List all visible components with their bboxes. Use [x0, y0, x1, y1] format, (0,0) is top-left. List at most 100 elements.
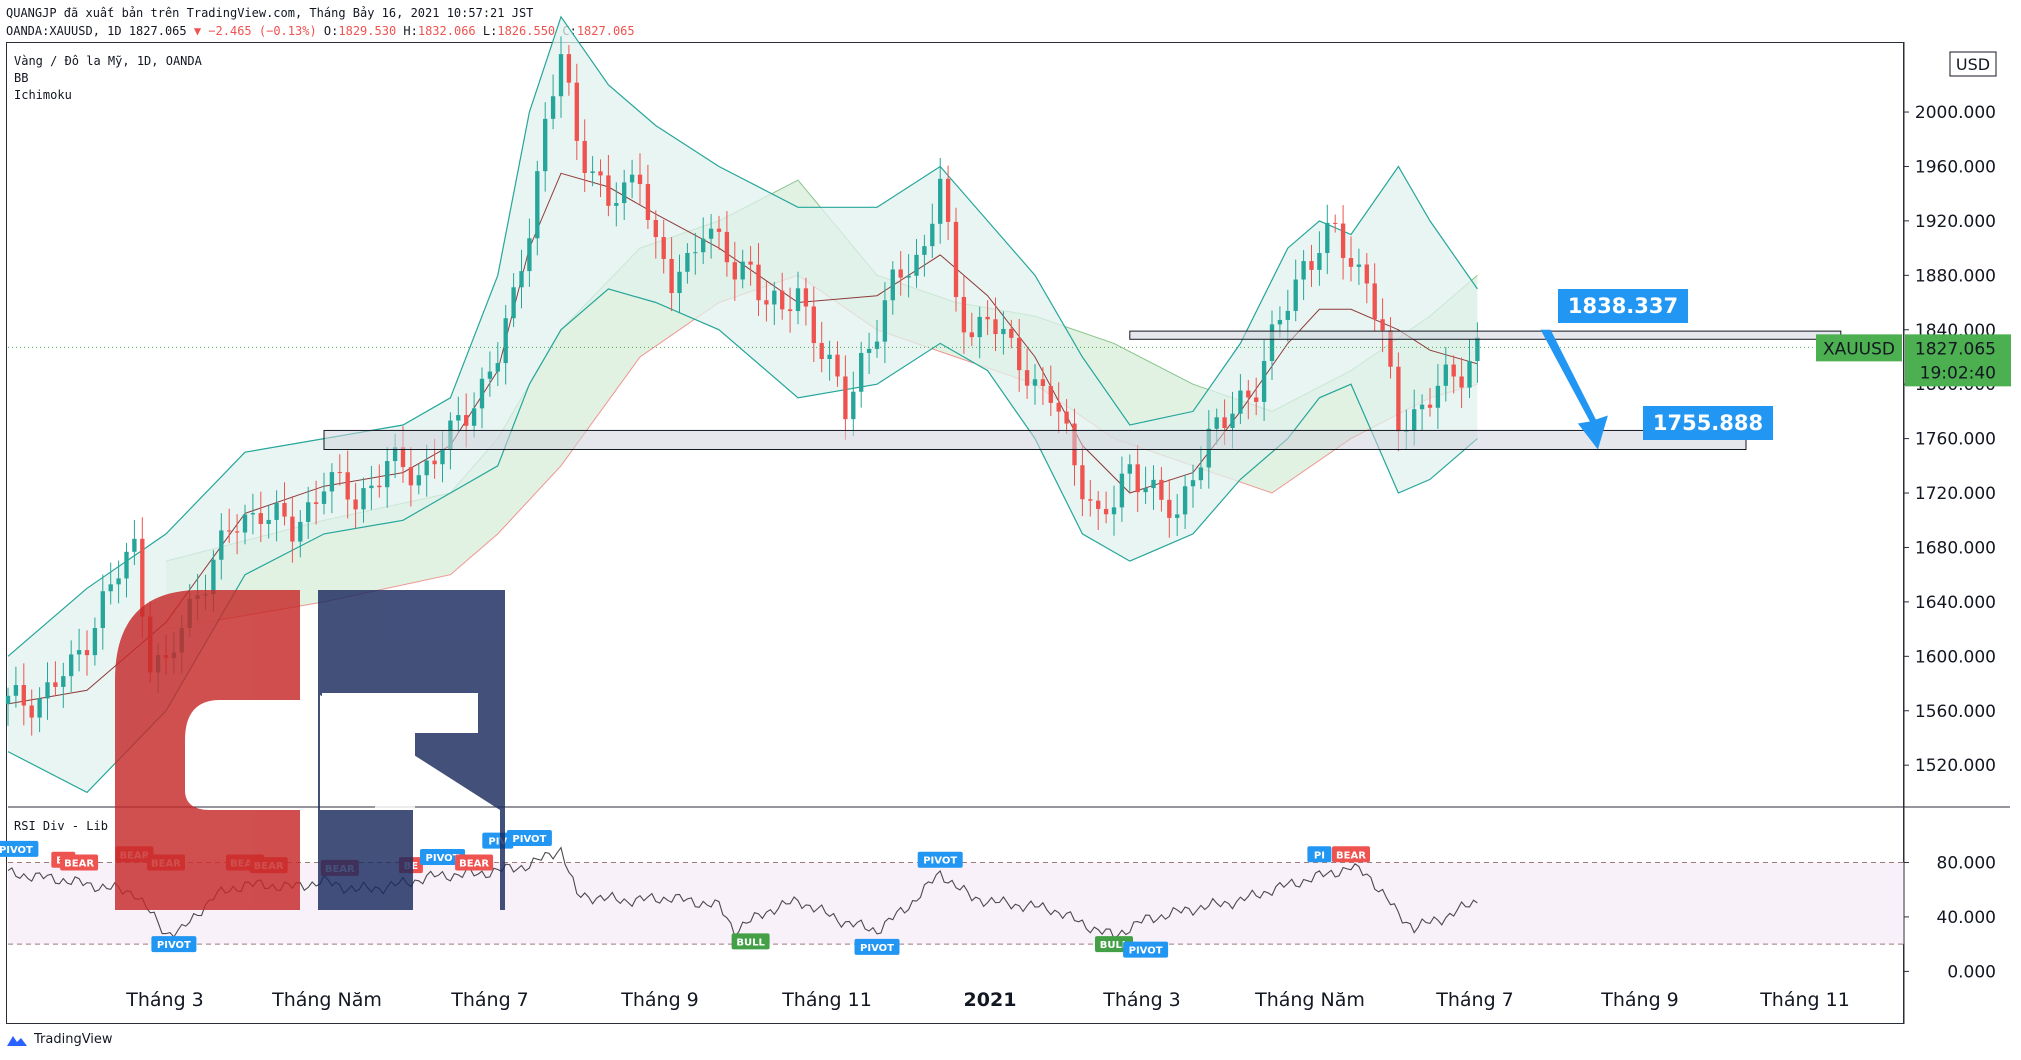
- candle-body: [440, 449, 445, 465]
- candle: [945, 165, 951, 240]
- symbol-label: XAUUSD: [1823, 339, 1895, 359]
- candle: [859, 341, 864, 408]
- candle-body: [756, 264, 761, 301]
- candle: [1135, 444, 1140, 512]
- annotation-resistance-text: 1838.337: [1568, 294, 1678, 318]
- rsi-marker-label: BULL: [1100, 940, 1129, 951]
- candle-body: [61, 676, 66, 687]
- legend-ichimoku[interactable]: Ichimoku: [14, 88, 72, 102]
- legend-bb[interactable]: BB: [14, 71, 29, 85]
- annotation-support-box: [1643, 406, 1773, 440]
- candle-body: [851, 391, 856, 420]
- x-tick-label: Tháng 11: [1759, 989, 1850, 1011]
- candle-body: [566, 54, 572, 83]
- candle-body: [550, 96, 556, 119]
- candle: [629, 159, 635, 199]
- candle: [1111, 485, 1117, 536]
- candle-body: [977, 316, 982, 338]
- price-tick-label: 1520.000: [1915, 756, 1996, 776]
- candle-body: [748, 261, 753, 265]
- price-tick-label: 1680.000: [1915, 538, 1996, 558]
- candle: [69, 640, 74, 692]
- footer-brand[interactable]: TradingView: [6, 1032, 113, 1047]
- candle-body: [1451, 364, 1456, 377]
- candle-body: [1356, 264, 1362, 267]
- candle-body: [1364, 264, 1369, 284]
- candle-body: [1372, 283, 1377, 320]
- rsi-marker-label: PIVOT: [0, 845, 33, 856]
- rsi-marker-bear: BEAR: [60, 854, 99, 871]
- candle-body: [416, 475, 421, 486]
- x-tick-label: Tháng 7: [450, 989, 529, 1011]
- open-label: O:: [323, 24, 339, 38]
- price-tick-label: 1920.000: [1915, 212, 1996, 232]
- x-tick-label: Tháng Năm: [1254, 989, 1365, 1011]
- rsi-marker-label: PIVOT: [860, 943, 894, 954]
- legend-rsi[interactable]: RSI Div - Lib: [14, 819, 108, 833]
- candle: [219, 513, 224, 580]
- candle-body: [1285, 310, 1290, 320]
- candle: [1182, 474, 1188, 529]
- candle-body: [13, 685, 19, 696]
- candle: [1143, 466, 1148, 505]
- candle-body: [1198, 467, 1204, 481]
- candle-body: [677, 271, 682, 294]
- rsi-marker-pivot: PIVOT: [917, 851, 963, 868]
- candle: [732, 241, 737, 301]
- x-tick-label: Tháng 9: [620, 989, 699, 1011]
- currency-label: USD: [1956, 55, 1990, 74]
- candle: [701, 217, 706, 264]
- rsi-marker-pivot: PI: [1307, 846, 1332, 863]
- rsi-marker-box: [151, 936, 197, 953]
- candle-body: [377, 485, 382, 488]
- candle-body: [724, 231, 730, 263]
- candle-body: [1017, 337, 1022, 371]
- candle: [298, 510, 303, 558]
- candle-body: [1427, 404, 1433, 408]
- candle-body: [242, 514, 248, 533]
- candle-body: [329, 472, 335, 492]
- candle-body: [5, 695, 11, 704]
- candle-body: [787, 309, 793, 312]
- ichimoku-cloud: [166, 180, 1478, 630]
- candle: [1254, 377, 1259, 416]
- candle-body: [408, 467, 414, 486]
- candle: [1261, 339, 1267, 421]
- candle: [313, 480, 319, 525]
- candle: [653, 210, 658, 259]
- rsi-marker-box: [60, 854, 99, 871]
- candle: [1309, 244, 1314, 287]
- candle-body: [645, 184, 651, 221]
- candle: [550, 74, 556, 130]
- tradingview-logo-icon: [7, 1035, 27, 1046]
- annotation-resistance-box: [1558, 289, 1688, 323]
- candle-body: [716, 228, 722, 232]
- candle: [969, 312, 974, 346]
- candle-body: [1238, 390, 1243, 414]
- candle-body: [116, 578, 121, 585]
- candle-body: [84, 650, 90, 656]
- candle-body: [479, 378, 485, 409]
- symbol-badge: [1816, 334, 1902, 362]
- candle: [938, 157, 943, 244]
- candle: [811, 286, 816, 363]
- candle-body: [1040, 379, 1046, 387]
- bollinger-lower: [7, 288, 1478, 794]
- candle: [100, 574, 105, 650]
- rsi-marker-box: [1332, 846, 1370, 863]
- candle-body: [313, 502, 319, 504]
- candle-body: [321, 491, 327, 504]
- candle: [1080, 443, 1085, 517]
- candle: [1103, 491, 1109, 524]
- candle: [1356, 248, 1362, 285]
- candle-body: [772, 290, 777, 305]
- candle-body: [1254, 397, 1259, 402]
- candle: [84, 630, 90, 676]
- candle: [1190, 464, 1196, 508]
- candle: [290, 496, 295, 563]
- candle: [1167, 479, 1172, 538]
- candle: [898, 251, 903, 296]
- candle: [1340, 205, 1346, 280]
- candle: [1380, 298, 1385, 353]
